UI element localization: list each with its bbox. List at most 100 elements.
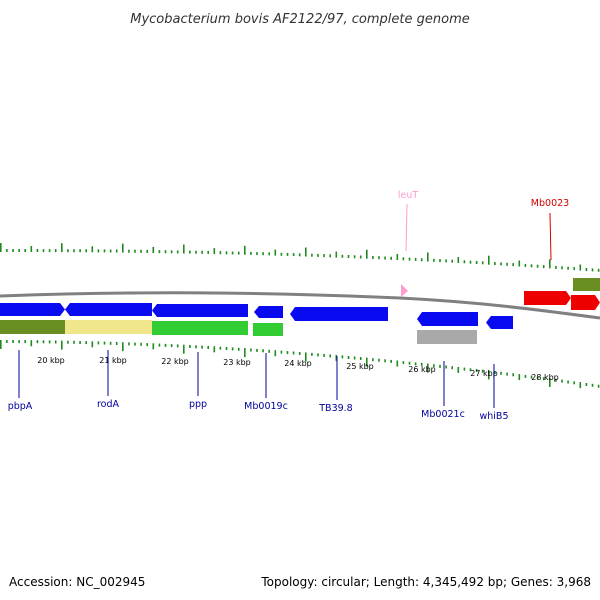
tick-mark: [573, 381, 575, 385]
tick-mark: [36, 249, 39, 252]
tick-mark: [390, 359, 392, 363]
tick-mark: [85, 249, 87, 253]
gene-arrow: [254, 306, 283, 318]
tick-mark: [585, 268, 588, 271]
tick-mark: [311, 352, 313, 356]
tick-mark: [18, 249, 20, 252]
tick-mark: [433, 364, 435, 368]
tick-mark: [463, 367, 466, 371]
tick-mark: [292, 253, 295, 257]
tick-mark: [183, 344, 185, 354]
tick-mark: [158, 343, 161, 347]
leader-line: [405, 203, 408, 252]
tick-mark: [427, 363, 429, 373]
tick-mark: [524, 263, 527, 267]
kbp-label: 21 kbp: [99, 356, 127, 365]
tick-mark: [183, 244, 185, 254]
kbp-label: 26 kbp: [408, 365, 436, 374]
tick-mark: [250, 348, 252, 352]
tick-mark: [408, 257, 411, 261]
tick-mark: [73, 340, 75, 344]
tick-mark: [213, 346, 216, 353]
kbp-label: 23 kbp: [223, 358, 251, 367]
tick-mark: [457, 366, 460, 373]
tick-mark: [0, 243, 2, 252]
tick-mark: [494, 262, 496, 265]
accession-text: Accession: NC_002945: [9, 575, 145, 589]
tick-mark: [231, 347, 234, 351]
tick-mark: [378, 358, 380, 362]
tick-mark: [286, 351, 289, 355]
tick-mark: [567, 380, 569, 384]
tick-mark: [115, 249, 118, 253]
kbp-label: 28 kbp: [531, 373, 559, 382]
tick-mark: [414, 257, 417, 261]
tick-mark: [335, 354, 338, 361]
tick-mark: [54, 340, 57, 344]
tick-mark: [61, 340, 63, 350]
tick-mark: [219, 346, 222, 350]
tick-mark: [176, 344, 179, 348]
tick-mark: [298, 253, 301, 257]
tick-mark: [152, 247, 155, 253]
tick-mark: [42, 340, 45, 344]
tick-mark: [445, 365, 447, 369]
tick-mark: [134, 342, 136, 346]
tick-mark: [30, 340, 33, 347]
tick-mark: [305, 247, 307, 257]
tick-mark: [469, 260, 472, 264]
tick-mark: [146, 343, 148, 347]
tick-mark: [262, 349, 264, 353]
gene-arrow: [290, 307, 388, 321]
tick-mark: [0, 340, 2, 349]
gene-label-mb0019c: Mb0019c: [244, 401, 288, 412]
tick-mark: [97, 341, 100, 345]
tick-mark: [268, 252, 270, 256]
gene-label-mb0023: Mb0023: [531, 198, 569, 209]
gene-label-tb39-8: TB39.8: [318, 403, 352, 414]
tick-mark: [390, 256, 392, 260]
gene-arrow: [0, 303, 65, 316]
tick-mark: [530, 264, 533, 268]
tick-mark: [97, 249, 100, 253]
cog-block: [573, 278, 600, 291]
tick-mark: [201, 345, 203, 349]
tick-mark: [195, 345, 197, 349]
feature-track: [0, 278, 600, 344]
tick-mark: [506, 262, 508, 266]
tick-mark: [250, 251, 252, 255]
tick-mark: [103, 249, 106, 253]
tick-mark: [280, 350, 283, 354]
tick-mark: [225, 347, 228, 350]
tick-mark: [341, 254, 344, 258]
tick-mark: [506, 372, 508, 376]
tick-mark: [536, 264, 539, 268]
tick-mark: [18, 340, 20, 344]
tick-mark: [170, 250, 173, 254]
tick-mark: [542, 265, 545, 269]
tick-mark: [225, 251, 228, 255]
tick-mark: [579, 382, 582, 389]
leader-line: [549, 212, 552, 261]
tick-mark: [481, 261, 484, 265]
tick-mark: [231, 251, 234, 255]
gene-arrow: [486, 316, 513, 329]
tick-mark: [158, 250, 161, 254]
tick-mark: [292, 351, 295, 355]
tick-mark: [518, 260, 521, 267]
tick-mark: [79, 341, 81, 344]
tick-mark: [323, 353, 325, 357]
tick-mark: [561, 379, 563, 383]
tick-mark: [189, 250, 191, 254]
tick-mark: [323, 254, 325, 258]
tick-mark: [427, 252, 429, 262]
tick-mark: [366, 357, 368, 367]
tick-mark: [359, 255, 362, 259]
tick-mark: [384, 359, 386, 363]
tick-mark: [335, 251, 338, 258]
tick-mark: [402, 257, 405, 261]
tick-mark: [347, 255, 350, 258]
genome-summary-text: Topology: circular; Length: 4,345,492 bp…: [260, 575, 591, 589]
kbp-scale: 20 kbp 21 kbp 22 kbp 23 kbp 24 kbp 25 kb…: [37, 356, 559, 382]
gene-label-leut: leuT: [398, 190, 419, 201]
